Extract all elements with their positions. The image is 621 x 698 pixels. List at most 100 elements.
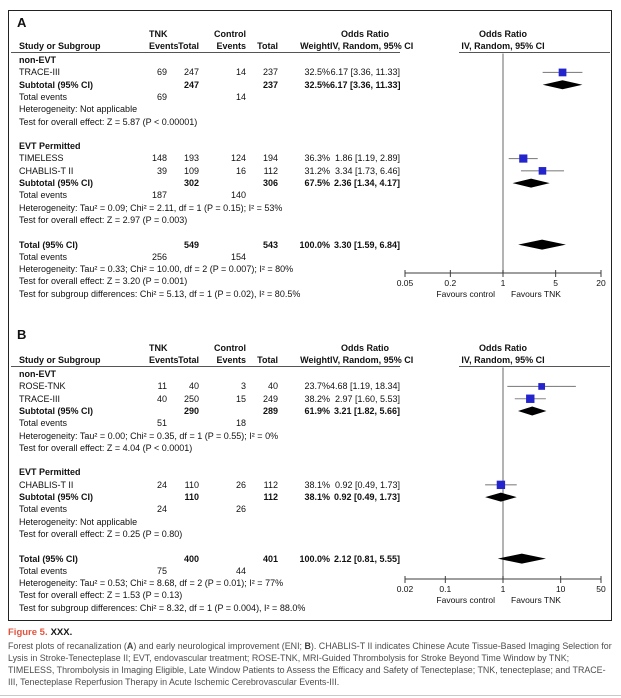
statistics-note: Test for overall effect: Z = 1.53 (P = 0… [19, 590, 183, 601]
subgroup-heading: non-EVT [19, 369, 56, 379]
statistics-note: Test for subgroup differences: Chi² = 8.… [19, 602, 306, 613]
pooled-diamond [485, 492, 517, 502]
weight-value: 23.7% [304, 381, 330, 392]
tnk-events-value: 69 [156, 67, 167, 78]
control-events-value: 16 [235, 165, 246, 176]
column-header-row: Study or Subgroup Events Total Events Total W… [19, 40, 413, 52]
tnk-events-value: 40 [156, 393, 167, 404]
weight-value: 67.5% [304, 178, 330, 188]
statistics-note: Heterogeneity: Tau² = 0.09; Chi² = 2.11,… [19, 202, 283, 213]
control-total-value: 249 [262, 393, 278, 404]
tnk-events-value: 148 [151, 153, 167, 164]
control-events-value: 26 [235, 504, 246, 515]
figure-title: XXX. [50, 627, 73, 638]
note-row: Test for overall effect: Z = 4.04 (P < 0… [19, 442, 400, 454]
plot-odds-ratio-header: Odds Ratio [478, 29, 527, 39]
weight-value: 32.5% [304, 67, 330, 78]
favours-control-label: Favours control [436, 289, 495, 299]
favours-control-label: Favours control [436, 595, 495, 605]
tnk-group-header: TNK [149, 343, 168, 353]
note-row: Heterogeneity: Not applicable [19, 103, 400, 115]
study-name: ROSE-TNK [19, 381, 66, 392]
note-row: Heterogeneity: Tau² = 0.53; Chi² = 8.68,… [19, 577, 400, 589]
table-row: TIMELESS 148 193 124 194 36.3% 1.86 [1.19, 2.8… [19, 152, 400, 164]
caption-text-segment: ). CHABLIS-T II indicates Chinese Acute … [8, 641, 612, 688]
study-name: CHABLIS-T II [19, 479, 74, 490]
statistics-note: Test for overall effect: Z = 3.20 (P = 0… [19, 276, 188, 287]
control-events-value: 3 [240, 381, 246, 392]
table-row: TRACE-III 40 250 15 249 38.2% 2.97 [1.60, 5.53… [19, 393, 400, 405]
weight-value: 32.5% [304, 79, 330, 90]
column-group-header-row: TNK Control Odds Ratio [19, 28, 400, 40]
control-events-value: 124 [230, 153, 246, 164]
or-ci-value: 0.92 [0.49, 1.73] [334, 479, 400, 490]
table-row: Total (95% CI) 549 543 100.0% 3.30 [1.59, 6.… [19, 239, 400, 251]
tnk-events-value: 187 [151, 190, 167, 201]
weight-value: 31.2% [304, 165, 330, 176]
note-row: Heterogeneity: Tau² = 0.33; Chi² = 10.00… [19, 263, 400, 275]
tnk-total-value: 250 [183, 393, 199, 404]
odds-ratio-text-header: Odds Ratio [340, 29, 389, 39]
control-events-value: 14 [235, 67, 246, 78]
or-ci-value: 6.17 [3.36, 11.33] [330, 67, 400, 78]
tnk-total-value: 109 [183, 165, 199, 176]
study-name: Total events [19, 418, 68, 429]
favours-tnk-label: Favours TNK [511, 595, 561, 605]
or-ci-value: 3.34 [1.73, 6.46] [334, 165, 400, 176]
statistics-note: Test for overall effect: Z = 5.87 (P < 0… [19, 116, 198, 127]
figure-caption-text: Forest plots of recanalization (A) and e… [8, 640, 614, 688]
plot-or-ci-header: IV, Random, 95% CI [461, 355, 545, 365]
plot-or-ci-header: IV, Random, 95% CI [461, 41, 545, 51]
note-row: Test for overall effect: Z = 3.20 (P = 0… [19, 275, 400, 287]
control-total-header: Total [257, 41, 278, 51]
axis-tick-label: 50 [596, 584, 606, 594]
table-row: Subtotal (95% CI) 302 306 67.5% 2.36 [1.34, … [19, 177, 400, 189]
or-ci-value: 2.36 [1.34, 4.17] [333, 178, 400, 188]
tnk-total-value: 247 [183, 79, 199, 90]
or-square-marker [558, 68, 567, 77]
table-row: Total events 69 14 [19, 91, 400, 103]
table-row: Total events 75 44 [19, 565, 400, 577]
table-row: Subtotal (95% CI) 290 289 61.9% 3.21 [1.82, … [19, 405, 400, 417]
table-row: non-EVT [19, 368, 400, 380]
note-row: Test for subgroup differences: Chi² = 5.… [19, 288, 400, 300]
axis-tick-label: 0.2 [444, 278, 456, 288]
table-row: ROSE-TNK 11 40 3 40 23.7% 4.68 [1.19, 18.34] [19, 380, 400, 392]
or-ci-value: 2.97 [1.60, 5.53] [334, 393, 400, 404]
pooled-diamond [512, 178, 550, 188]
or-square-marker [538, 167, 547, 175]
tnk-total-value: 193 [183, 153, 199, 164]
study-name: TIMELESS [19, 153, 64, 164]
study-column-header: Study or Subgroup [19, 355, 101, 365]
table-row: EVT Permitted [19, 140, 400, 152]
table-row: Total events 51 18 [19, 417, 400, 429]
study-name: Total (95% CI) [19, 553, 78, 564]
study-name: CHABLIS-T II [19, 165, 74, 176]
favours-tnk-label: Favours TNK [511, 289, 561, 299]
study-name: Subtotal (95% CI) [19, 178, 94, 188]
caption-bold-panel-ref: B [304, 641, 311, 651]
plot-odds-ratio-header: Odds Ratio [478, 343, 527, 353]
panel-label-b: B [17, 327, 27, 342]
table-row: EVT Permitted [19, 466, 400, 478]
study-name: Subtotal (95% CI) [19, 405, 94, 416]
weight-value: 36.3% [304, 153, 330, 164]
or-square-marker [496, 480, 506, 490]
caption-text-segment: Forest plots of recanalization ( [8, 641, 127, 651]
study-name: TRACE-III [19, 67, 61, 78]
tnk-total-value: 400 [183, 553, 199, 564]
control-events-value: 44 [235, 565, 246, 576]
tnk-total-value: 110 [184, 492, 199, 502]
weight-value: 38.2% [304, 393, 330, 404]
tnk-events-value: 11 [157, 381, 167, 392]
statistics-note: Heterogeneity: Not applicable [19, 516, 138, 527]
table-row: CHABLIS-T II 24 110 26 112 38.1% 0.92 [0.49, 1… [19, 479, 400, 491]
control-events-header: Events [216, 355, 246, 365]
control-events-value: 15 [235, 393, 246, 404]
control-total-header: Total [257, 355, 278, 365]
header-underline-plot [459, 366, 610, 367]
weight-value: 100.0% [299, 239, 330, 250]
header-underline-table [11, 366, 400, 367]
column-group-header-row: TNK Control Odds Ratio [19, 342, 400, 354]
